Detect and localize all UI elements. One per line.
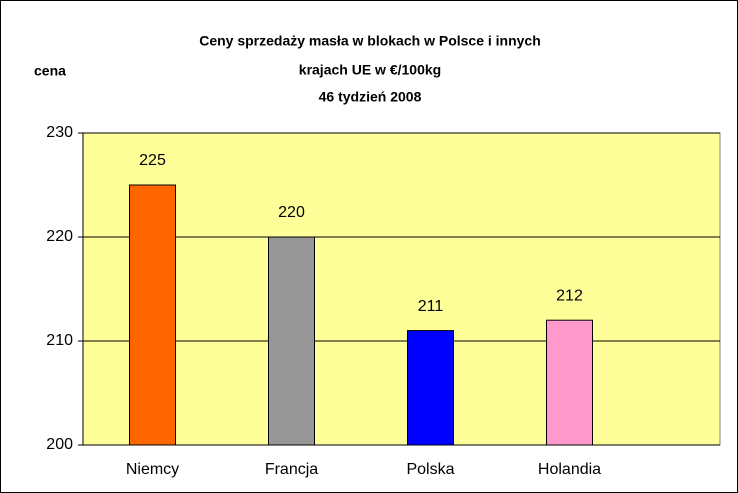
data-label: 211 bbox=[418, 298, 444, 315]
x-tick-label: Niemcy bbox=[126, 461, 179, 478]
bar bbox=[546, 319, 593, 446]
bar bbox=[129, 184, 176, 446]
bar bbox=[268, 236, 315, 446]
y-tick-label: 210 bbox=[46, 332, 73, 349]
chart-title: 46 tydzień 2008 bbox=[319, 89, 422, 105]
bar bbox=[407, 330, 454, 446]
y-tick-label: 230 bbox=[46, 124, 73, 141]
x-tick-label: Polska bbox=[406, 461, 454, 478]
data-label: 225 bbox=[139, 152, 166, 169]
data-label: 220 bbox=[278, 204, 305, 221]
y-axis-label: cena bbox=[34, 63, 66, 79]
x-tick-label: Holandia bbox=[538, 461, 601, 478]
chart-title: krajach UE w €/100kg bbox=[299, 62, 441, 78]
y-tick-label: 200 bbox=[46, 436, 73, 453]
data-label: 212 bbox=[556, 287, 583, 304]
y-tick-label: 220 bbox=[46, 228, 73, 245]
chart-title: Ceny sprzedaży masła w blokach w Polsce … bbox=[199, 33, 541, 49]
plot-area bbox=[82, 132, 721, 446]
x-tick-label: Francja bbox=[265, 461, 318, 478]
